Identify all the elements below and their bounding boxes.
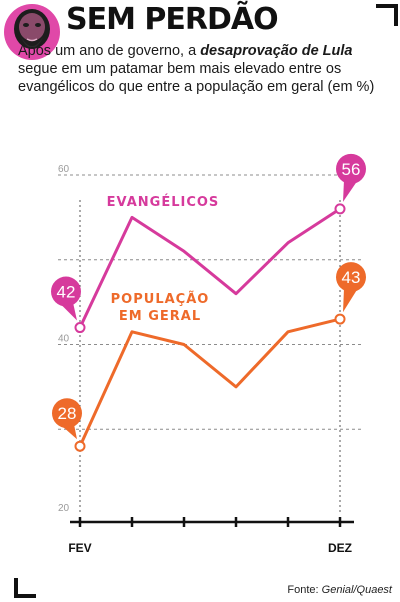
series-line <box>78 317 342 448</box>
intro-lead: Após um ano de governo, a <box>18 43 201 59</box>
lula-avatar <box>4 4 60 60</box>
value-label: 56 <box>342 160 361 179</box>
series-label: EM GERAL <box>119 309 201 324</box>
corner-mark-top-right-vertical <box>394 4 398 26</box>
source-prefix: Fonte: <box>287 584 322 596</box>
bubble-tail <box>343 288 358 313</box>
source-name: Genial/Quaest <box>321 584 392 596</box>
value-bubbles: 42 56 28 43 <box>51 153 366 452</box>
series-labels: EVANGÉLICOS POPULAÇÃO EM GERAL <box>107 194 220 324</box>
intro-text: Após um ano de governo, a desaprovação d… <box>18 42 378 96</box>
corner-mark-bottom-left-horizontal <box>14 594 36 598</box>
data-point <box>334 203 346 215</box>
series-label: EVANGÉLICOS <box>107 194 220 210</box>
x-tick-label: FEV <box>68 541 91 555</box>
series-line <box>78 207 342 330</box>
value-bubble <box>336 153 366 184</box>
page-title: SEM PERDÃO <box>66 2 279 37</box>
data-point <box>74 440 86 452</box>
value-bubble <box>51 276 81 307</box>
intro-rest: segue em um patamar bem mais elevado ent… <box>18 61 375 95</box>
corner-mark-bottom-left <box>14 578 18 598</box>
data-point <box>334 313 346 325</box>
value-label: 28 <box>58 404 77 423</box>
intro-highlight: desaprovação de Lula <box>200 43 353 59</box>
y-tick-label: 60 <box>58 164 70 175</box>
bubble-tail <box>343 179 358 202</box>
series-label: POPULAÇÃO <box>111 291 210 307</box>
value-label: 43 <box>342 268 361 287</box>
y-tick-label: 40 <box>58 334 70 345</box>
series-lines <box>78 207 342 448</box>
x-axis: FEV DEZ <box>68 517 354 555</box>
grid-lines <box>58 174 362 514</box>
value-label: 42 <box>57 283 76 302</box>
y-tick-label: 20 <box>58 503 70 514</box>
value-bubble <box>52 398 82 429</box>
value-bubble <box>336 262 366 293</box>
data-point <box>74 322 86 334</box>
bubble-tail <box>59 302 77 321</box>
bubble-tail <box>60 424 77 440</box>
source-note: Fonte: Genial/Quaest <box>287 584 392 596</box>
corner-mark-top-right <box>376 4 398 8</box>
x-tick-label: DEZ <box>328 541 352 555</box>
y-axis-ticks: 20 40 60 <box>58 164 70 514</box>
